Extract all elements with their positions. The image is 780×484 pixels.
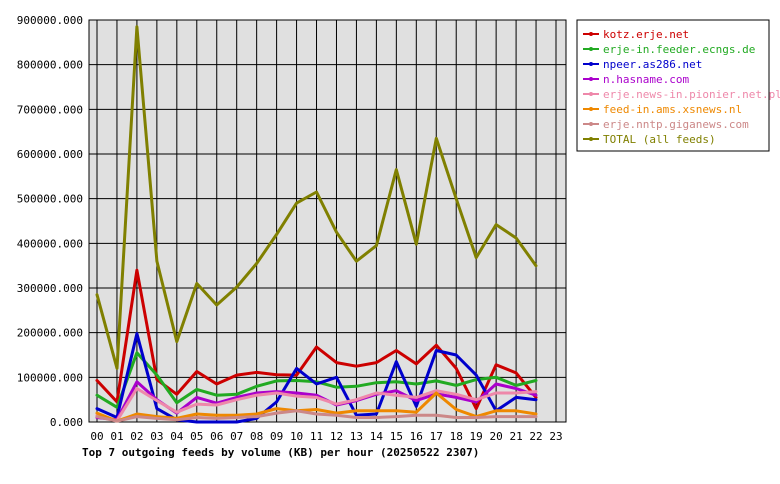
legend-marker: [589, 32, 593, 36]
legend-marker: [589, 107, 593, 111]
legend-marker: [589, 92, 593, 96]
x-tick-label: 19: [470, 430, 483, 443]
y-tick-label: 500000.000: [17, 193, 83, 206]
y-axis-tick-labels: 0.000 100000.000 200000.000 300000.000 40000…: [17, 14, 83, 429]
y-tick-label: 0.000: [50, 416, 83, 429]
x-tick-label: 12: [330, 430, 343, 443]
legend-label: erje.news-in.pionier.net.pl: [603, 88, 780, 101]
y-tick-label: 400000.000: [17, 237, 83, 250]
x-tick-label: 09: [270, 430, 283, 443]
x-tick-label: 13: [350, 430, 363, 443]
y-tick-label: 600000.000: [17, 148, 83, 161]
x-tick-label: 11: [310, 430, 323, 443]
series-line: [95, 332, 538, 424]
x-tick-label: 01: [110, 430, 123, 443]
series-lines: [95, 25, 538, 424]
x-tick-label: 00: [90, 430, 103, 443]
x-tick-label: 07: [230, 430, 243, 443]
legend-marker: [589, 47, 593, 51]
plot-area: [88, 19, 567, 423]
x-tick-label: 04: [170, 430, 184, 443]
series-line: [95, 409, 538, 423]
series-line: [95, 351, 538, 409]
x-tick-label: 02: [130, 430, 143, 443]
legend-label: erje-in.feeder.ecngs.de: [603, 43, 755, 56]
series-line: [95, 25, 538, 370]
x-tick-label: 22: [529, 430, 542, 443]
legend-label: erje.nntp.giganews.com: [603, 118, 749, 131]
x-tick-label: 05: [190, 430, 203, 443]
x-tick-label: 10: [290, 430, 303, 443]
legend-label: TOTAL (all feeds): [603, 133, 716, 146]
x-tick-label: 03: [150, 430, 163, 443]
chart-title: Top 7 outgoing feeds by volume (KB) per …: [82, 446, 479, 459]
legend-marker: [589, 62, 593, 66]
y-tick-label: 900000.000: [17, 14, 83, 27]
legend-marker: [589, 137, 593, 141]
y-tick-label: 300000.000: [17, 282, 83, 295]
x-axis-tick-labels: 00 01 02 03 04 05 06 07 08 09 10 11 12 13 14 15 16 17 18 19…: [90, 430, 562, 443]
x-tick-label: 08: [250, 430, 263, 443]
legend-label: kotz.erje.net: [603, 28, 689, 41]
x-tick-label: 18: [450, 430, 463, 443]
legend-box: [576, 19, 770, 152]
series-line: [95, 268, 538, 411]
x-tick-label: 23: [549, 430, 562, 443]
x-tick-label: 20: [490, 430, 503, 443]
legend-label: npeer.as286.net: [603, 58, 702, 71]
x-tick-label: 15: [390, 430, 403, 443]
series-line: [95, 391, 538, 423]
legend-label: feed-in.ams.xsnews.nl: [603, 103, 742, 116]
y-tick-label: 100000.000: [17, 371, 83, 384]
x-tick-label: 21: [509, 430, 522, 443]
legend-label: n.hasname.com: [603, 73, 689, 86]
legend-marker: [589, 77, 593, 81]
series-line: [95, 387, 538, 423]
x-tick-label: 16: [410, 430, 423, 443]
y-tick-label: 200000.000: [17, 327, 83, 340]
x-tick-label: 14: [370, 430, 384, 443]
x-tick-label: 17: [430, 430, 443, 443]
y-tick-label: 700000.000: [17, 103, 83, 116]
legend-marker: [589, 122, 593, 126]
x-tick-label: 06: [210, 430, 223, 443]
y-tick-label: 800000.000: [17, 59, 83, 72]
legend: kotz.erje.net erje-in.feeder.ecngs.de npee…: [576, 19, 780, 152]
